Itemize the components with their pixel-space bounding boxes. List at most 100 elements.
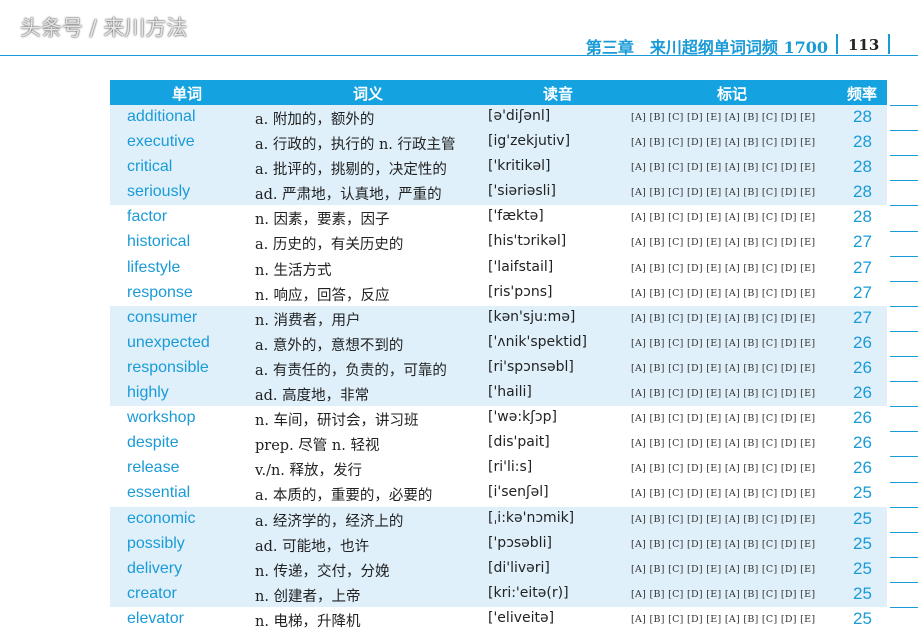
frequency: 27 [853,307,872,327]
margin-rule [890,381,918,383]
margin-rule [890,305,918,307]
margin-rule [890,456,918,458]
mark-options[interactable]: [A] [B] [C] [D] [E] [A] [B] [C] [D] [E] [631,337,816,349]
mark-options[interactable]: [A] [B] [C] [D] [E] [A] [B] [C] [D] [E] [631,262,816,274]
phonetic: ['laifstail] [488,258,554,275]
table-row: historical a. 历史的，有关历史的 [his'tɔrikəl] [A… [110,230,887,255]
margin-rule [890,531,918,533]
definition: n. 因素，要素，因子 [255,212,390,229]
margin-rule [890,155,918,157]
mark-options[interactable]: [A] [B] [C] [D] [E] [A] [B] [C] [D] [E] [631,212,816,224]
table-row: economic a. 经济学的，经济上的 [ˌi:kə'nɔmik] [A] … [110,506,887,532]
frequency: 26 [853,332,872,352]
table-row: delivery n. 传递，交付，分娩 [di'livəri] [A] [B]… [110,556,887,582]
margin-rule [890,330,918,332]
phonetic: [ig'zekjutiv] [488,133,571,150]
word: seriously [127,183,191,201]
table-row: despite prep. 尽管 n. 轻视 [dis'pait] [A] [B… [110,431,887,456]
phonetic: ['siəriəsli] [488,183,556,200]
frequency: 26 [853,357,872,377]
margin-rule [890,180,918,182]
divider [836,34,838,54]
mark-options[interactable]: [A] [B] [C] [D] [E] [A] [B] [C] [D] [E] [631,162,816,174]
frequency: 25 [853,558,872,578]
definition: a. 附加的，额外的 [255,112,375,128]
margin-rule [890,556,918,558]
phonetic: [dis'pait] [488,434,550,451]
frequency: 25 [853,483,872,503]
mark-options[interactable]: [A] [B] [C] [D] [E] [A] [B] [C] [D] [E] [631,287,816,299]
word: critical [127,158,173,176]
definition: n. 创建者，上帝 [255,588,361,605]
phonetic: ['wə:kʃɔp] [488,409,557,426]
mark-options[interactable]: [A] [B] [C] [D] [E] [A] [B] [C] [D] [E] [631,388,816,400]
mark-options[interactable]: [A] [B] [C] [D] [E] [A] [B] [C] [D] [E] [631,438,816,450]
frequency: 27 [853,282,872,302]
table-row: workshop n. 车间，研讨会，讲习班 ['wə:kʃɔp] [A] [B… [110,406,887,431]
definition: a. 意外的，意想不到的 [255,337,404,354]
mark-options[interactable]: [A] [B] [C] [D] [E] [A] [B] [C] [D] [E] [631,613,816,625]
col-phonetic: 读音 [543,85,574,103]
mark-options[interactable]: [A] [B] [C] [D] [E] [A] [B] [C] [D] [E] [631,312,816,324]
frequency: 28 [853,132,872,152]
word: lifestyle [127,258,181,276]
divider [888,34,890,54]
word: historical [127,233,191,251]
word: factor [127,208,168,226]
table-row: critical a. 批评的，挑剔的，决定性的 ['kritikəl] [A]… [110,155,887,181]
word: elevator [127,609,184,627]
mark-options[interactable]: [A] [B] [C] [D] [E] [A] [B] [C] [D] [E] [631,588,816,600]
mark-options[interactable]: [A] [B] [C] [D] [E] [A] [B] [C] [D] [E] [631,112,816,123]
phonetic: ['ʌnik'spektid] [488,333,587,350]
table-row: release v./n. 释放，发行 [ri'li:s] [A] [B] [C… [110,456,887,481]
phonetic: [kən'sju:mə] [488,308,576,325]
mark-options[interactable]: [A] [B] [C] [D] [E] [A] [B] [C] [D] [E] [631,488,816,500]
definition: ad. 可能地，也许 [255,538,370,555]
frequency: 25 [853,508,872,528]
frequency: 26 [853,383,872,403]
definition: ad. 高度地，非常 [255,388,370,405]
frequency: 28 [853,207,872,227]
word: possibly [127,534,185,552]
col-definition: 词义 [353,85,384,103]
table-row: consumer n. 消费者，用户 [kən'sju:mə] [A] [B] … [110,305,887,331]
margin-rule [890,406,918,408]
phonetic: [ris'pɔns] [488,283,553,300]
definition: n. 生活方式 [255,262,332,279]
definition: a. 批评的，挑剔的，决定性的 [255,162,447,179]
mark-options[interactable]: [A] [B] [C] [D] [E] [A] [B] [C] [D] [E] [631,137,816,149]
frequency: 26 [853,433,872,453]
frequency: 27 [853,232,872,252]
mark-options[interactable]: [A] [B] [C] [D] [E] [A] [B] [C] [D] [E] [631,513,816,525]
word: creator [127,584,177,602]
frequency: 25 [853,533,872,553]
phonetic: [kri:'eitə(r)] [488,584,569,601]
word: responsible [127,358,209,376]
frequency: 27 [853,257,872,277]
definition: a. 行政的，执行的 n. 行政主管 [255,137,456,154]
mark-options[interactable]: [A] [B] [C] [D] [E] [A] [B] [C] [D] [E] [631,563,816,575]
word: economic [127,509,196,527]
mark-options[interactable]: [A] [B] [C] [D] [E] [A] [B] [C] [D] [E] [631,362,816,374]
mark-options[interactable]: [A] [B] [C] [D] [E] [A] [B] [C] [D] [E] [631,538,816,550]
margin-rule [890,205,918,207]
word-frequency-table: 单词 词义 读音 标记 频率 additional a. 附加的，额外的 [ə'… [110,80,887,632]
word: additional [127,108,196,125]
word: executive [127,133,195,151]
word: response [127,283,193,301]
mark-options[interactable]: [A] [B] [C] [D] [E] [A] [B] [C] [D] [E] [631,413,816,425]
definition: a. 有责任的，负责的，可靠的 [255,362,447,379]
mark-options[interactable]: [A] [B] [C] [D] [E] [A] [B] [C] [D] [E] [631,463,816,475]
phonetic: ['pɔsəbli] [488,534,552,551]
definition: n. 响应，回答，反应 [255,287,390,304]
table-row: responsible a. 有责任的，负责的，可靠的 [ri'spɔnsəbl… [110,355,887,382]
margin-rule [890,356,918,357]
margin-rule [890,230,918,232]
mark-options[interactable]: [A] [B] [C] [D] [E] [A] [B] [C] [D] [E] [631,187,816,199]
frequency: 26 [853,458,872,478]
col-frequency: 频率 [847,85,878,103]
margin-rule [890,506,918,508]
mark-options[interactable]: [A] [B] [C] [D] [E] [A] [B] [C] [D] [E] [631,237,816,249]
col-marks: 标记 [717,85,748,103]
phonetic: ['haili] [488,384,532,401]
